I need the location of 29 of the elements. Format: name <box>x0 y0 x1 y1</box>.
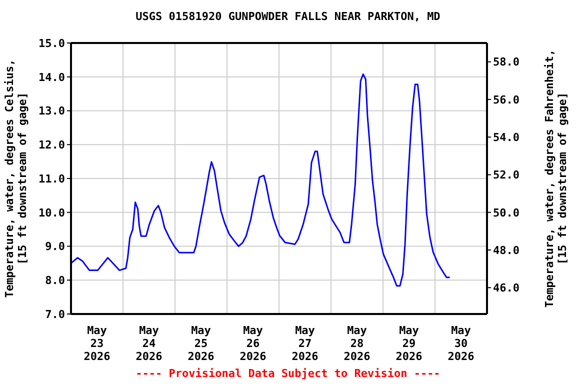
y-tick-label: 13.0 <box>38 104 65 118</box>
x-tick-label: May 26 2026 <box>240 324 267 363</box>
y-tick-label: 15.0 <box>38 36 65 50</box>
text: ---- Provisional Data Subject to Revision ---- <box>134 367 442 380</box>
y-tick-label: 14.0 <box>38 70 65 84</box>
y2-tick-label: 52.0 <box>493 168 520 182</box>
x-tick-label: May 29 2026 <box>396 324 423 363</box>
y2-tick-label: 58.0 <box>493 56 520 69</box>
y-tick-label: 10.0 <box>38 206 65 220</box>
x-tick-label: May 27 2026 <box>292 324 319 363</box>
y-tick-label: 7.0 <box>45 308 65 321</box>
y-tick-label: 9.0 <box>45 240 65 254</box>
y2-axis-title: Temperature, water, degrees Fahrenheit, [15 ft downstream of gage] <box>543 49 569 308</box>
x-tick-label: May 23 2026 <box>84 324 111 363</box>
y-tick-label: 11.0 <box>38 172 65 186</box>
y2-tick-label: 56.0 <box>493 93 520 106</box>
y2-tick-label: 54.0 <box>493 131 520 144</box>
y-tick-label: 12.0 <box>38 138 65 152</box>
y-axis-title: Temperature, water, degrees Celsius, [15 ft downstream of gage] <box>3 59 29 298</box>
x-tick-label: May 25 2026 <box>188 324 215 363</box>
y-tick-label: 8.0 <box>45 274 65 288</box>
x-tick-label: May 30 2026 <box>448 324 475 363</box>
y2-tick-label: 48.0 <box>493 244 520 257</box>
x-tick-label: May 24 2026 <box>136 324 163 363</box>
y2-tick-label: 50.0 <box>493 206 520 220</box>
y2-tick-label: 46.0 <box>493 282 520 295</box>
chart-title: USGS 01581920 GUNPOWDER FALLS NEAR PARKTON, MD <box>134 10 442 23</box>
line-series <box>71 73 451 287</box>
x-tick-label: May 28 2026 <box>344 324 371 363</box>
